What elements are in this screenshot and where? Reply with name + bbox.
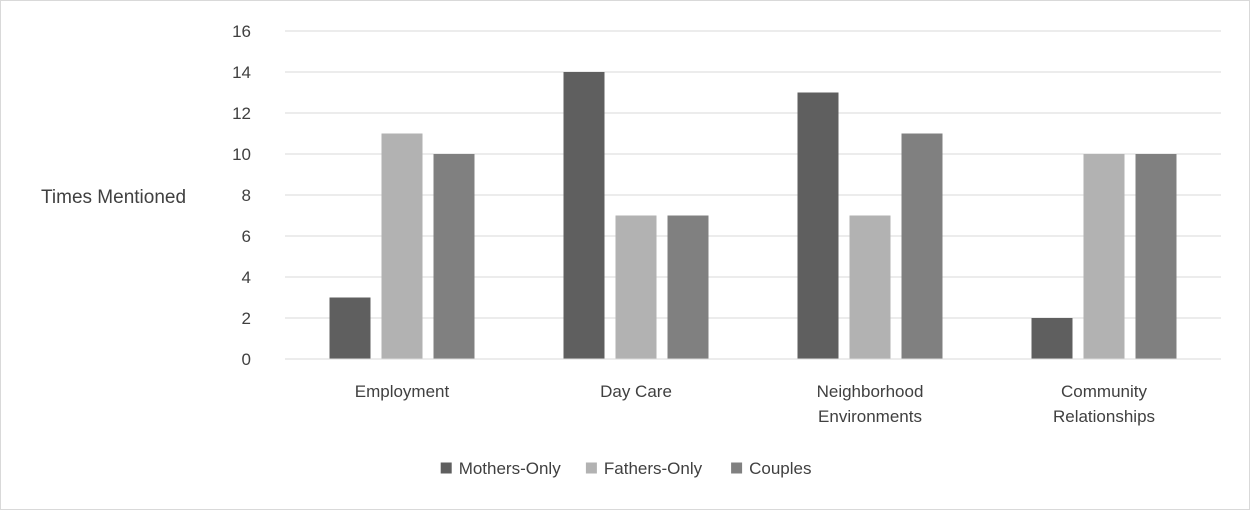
y-tick-label: 10 bbox=[232, 145, 251, 164]
y-tick-label: 12 bbox=[232, 104, 251, 123]
y-tick-label: 4 bbox=[242, 268, 251, 287]
x-tick-label: Employment bbox=[355, 382, 450, 401]
gridlines bbox=[285, 30, 1221, 319]
legend-swatch bbox=[585, 462, 597, 474]
bar-mothers-only bbox=[1031, 318, 1073, 359]
y-axis-label: Times Mentioned bbox=[41, 187, 186, 208]
x-tick-label: Day Care bbox=[600, 382, 672, 401]
bar-couples bbox=[667, 215, 709, 359]
bar-mothers-only bbox=[797, 92, 839, 359]
bar-mothers-only bbox=[329, 297, 371, 359]
bar-fathers-only bbox=[1083, 154, 1125, 359]
bar-fathers-only bbox=[615, 215, 657, 359]
x-tick-label: Relationships bbox=[1053, 407, 1155, 426]
legend: Mothers-Only Fathers-Only Couples bbox=[440, 459, 811, 478]
legend-label: Fathers-Only bbox=[604, 459, 703, 478]
y-tick-label: 2 bbox=[242, 309, 251, 328]
bar-couples bbox=[433, 154, 475, 359]
x-tick-label: Community bbox=[1061, 382, 1147, 401]
legend-swatch bbox=[440, 462, 452, 474]
legend-label: Mothers-Only bbox=[459, 459, 562, 478]
y-tick-label: 0 bbox=[242, 350, 251, 369]
bar-fathers-only bbox=[381, 133, 423, 359]
y-tick-label: 14 bbox=[232, 63, 251, 82]
legend-swatch bbox=[731, 462, 743, 474]
x-tick-label: Neighborhood bbox=[817, 382, 924, 401]
bar-mothers-only bbox=[563, 72, 605, 359]
bar-couples bbox=[901, 133, 943, 359]
x-axis-ticks: Employment Day Care Neighborhood Environmen… bbox=[355, 382, 1155, 426]
bar-couples bbox=[1135, 154, 1177, 359]
x-tick-label: Environments bbox=[818, 407, 922, 426]
legend-label: Couples bbox=[749, 459, 811, 478]
bars bbox=[329, 72, 1177, 359]
bar-fathers-only bbox=[849, 215, 891, 359]
y-tick-label: 8 bbox=[242, 186, 251, 205]
y-tick-label: 6 bbox=[242, 227, 251, 246]
y-axis-ticks: 0 2 4 6 8 10 12 14 16 bbox=[232, 22, 251, 369]
y-tick-label: 16 bbox=[232, 22, 251, 41]
